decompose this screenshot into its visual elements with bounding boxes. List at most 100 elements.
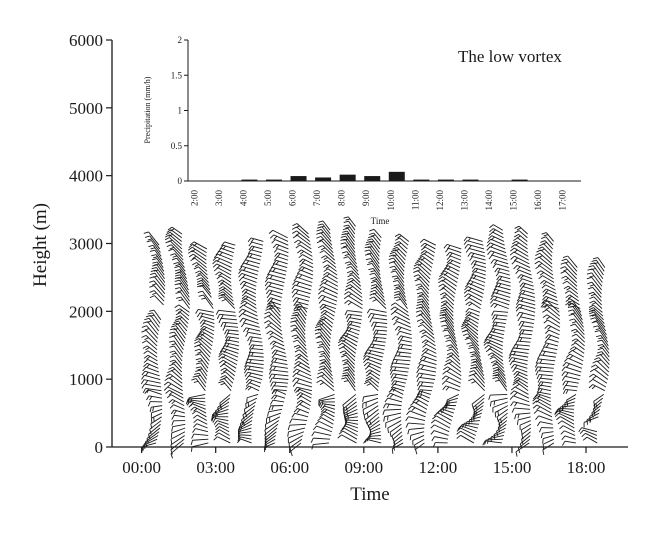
wind-barb <box>389 423 402 438</box>
wind-barb <box>270 345 286 351</box>
wind-barb-feather <box>424 349 429 353</box>
wind-barb-feather <box>316 379 322 384</box>
wind-barb-shaft <box>347 310 363 313</box>
wind-barb-feather <box>365 376 371 380</box>
wind-barb-feather <box>397 327 402 332</box>
wind-barb-feather <box>142 321 148 324</box>
wind-barb <box>510 255 530 265</box>
wind-barb-feather <box>274 389 278 394</box>
wind-barb-feather <box>440 270 445 275</box>
wind-barb <box>291 292 310 298</box>
wind-barb-feather <box>320 278 326 283</box>
wind-barb-feather <box>346 270 352 274</box>
wind-barb <box>593 394 605 407</box>
wind-barb-feather <box>489 334 493 339</box>
wind-barb <box>554 412 575 421</box>
wind-barb-feather <box>170 368 176 372</box>
wind-barb-shaft <box>468 297 482 306</box>
wind-barb-shaft <box>244 284 257 291</box>
wind-barb <box>592 257 606 268</box>
wind-barb <box>316 379 335 392</box>
wind-barb-feather <box>545 343 550 348</box>
wind-barb-shaft <box>346 423 359 429</box>
wind-barb-feather <box>448 346 453 349</box>
wind-barb-shaft <box>144 383 162 388</box>
wind-barb <box>389 366 410 372</box>
wind-barb <box>496 423 507 437</box>
wind-barb-feather <box>200 313 204 318</box>
wind-barb-feather <box>590 317 596 320</box>
wind-barb-shaft <box>297 311 306 324</box>
wind-barb-shaft <box>389 423 402 433</box>
wind-barb-shaft <box>216 263 232 272</box>
wind-barb-feather <box>317 223 323 226</box>
wind-barb-feather <box>373 333 377 339</box>
wind-barb-shaft <box>488 344 503 354</box>
wind-barb-shaft <box>474 271 486 276</box>
wind-barb <box>390 249 406 261</box>
wind-barb-shaft <box>296 276 313 283</box>
wind-barb-feather <box>464 323 469 327</box>
wind-barb <box>490 360 505 369</box>
wind-barb-shaft <box>173 404 185 410</box>
wind-barb-shaft <box>408 416 426 421</box>
wind-barb-shaft <box>418 395 430 403</box>
wind-barb-feather <box>343 329 348 335</box>
wind-barb-feather <box>154 263 159 266</box>
wind-barb-feather <box>570 305 575 308</box>
wind-barb-shaft <box>169 231 182 242</box>
wind-barb <box>588 309 604 321</box>
wind-barb-feather <box>394 241 400 245</box>
wind-barb <box>195 270 209 280</box>
wind-barb-feather <box>448 360 453 364</box>
wind-barb-feather <box>465 421 468 427</box>
wind-barb-shaft <box>147 358 159 365</box>
wind-barb-shaft <box>342 397 357 410</box>
wind-barb-shaft <box>593 311 605 324</box>
inset-x-tick-label: 9:00 <box>361 190 371 207</box>
wind-barb-feather <box>293 364 298 369</box>
wind-barb-feather <box>593 325 599 328</box>
wind-barb-shaft <box>491 254 508 261</box>
wind-barb-feather <box>419 238 425 243</box>
wind-barb-feather <box>392 280 398 283</box>
wind-barb-shaft <box>521 293 536 298</box>
wind-barb <box>193 414 208 421</box>
wind-barb-feather <box>363 414 366 420</box>
wind-barb-feather <box>418 394 423 399</box>
wind-barb-feather <box>392 268 397 271</box>
wind-barb-feather <box>509 251 515 256</box>
wind-barb <box>273 256 289 261</box>
wind-barb-feather <box>367 363 371 368</box>
wind-barb-feather <box>470 260 475 265</box>
wind-barb-shaft <box>198 266 208 276</box>
wind-barb <box>368 235 381 246</box>
wind-barb-shaft <box>145 335 158 347</box>
wind-barb-shaft <box>347 363 355 373</box>
wind-barb <box>491 310 509 316</box>
wind-barb-shaft <box>495 318 507 321</box>
wind-barb-shaft <box>411 405 427 414</box>
wind-barb-feather <box>446 344 452 347</box>
wind-barb <box>589 296 602 306</box>
wind-barb-feather <box>392 254 398 257</box>
wind-barb-feather <box>594 330 600 333</box>
wind-barb-shaft <box>345 425 359 433</box>
wind-barb <box>265 289 283 295</box>
wind-barb-feather <box>373 329 377 335</box>
wind-barb-shaft <box>494 314 508 317</box>
wind-barb-shaft <box>475 267 487 272</box>
wind-barb <box>446 251 462 257</box>
wind-barb-shaft <box>180 296 190 309</box>
wind-barb-feather <box>340 246 346 249</box>
wind-barb <box>316 240 334 253</box>
wind-barb-feather <box>419 329 425 333</box>
wind-barb-shaft <box>179 269 188 280</box>
wind-barb <box>293 386 312 393</box>
wind-barb-shaft <box>496 408 509 418</box>
wind-barb-feather <box>510 401 514 407</box>
wind-barb-shaft <box>373 232 382 242</box>
wind-barb-feather <box>319 355 325 358</box>
wind-barb <box>514 225 528 235</box>
wind-barb-feather <box>493 285 498 291</box>
